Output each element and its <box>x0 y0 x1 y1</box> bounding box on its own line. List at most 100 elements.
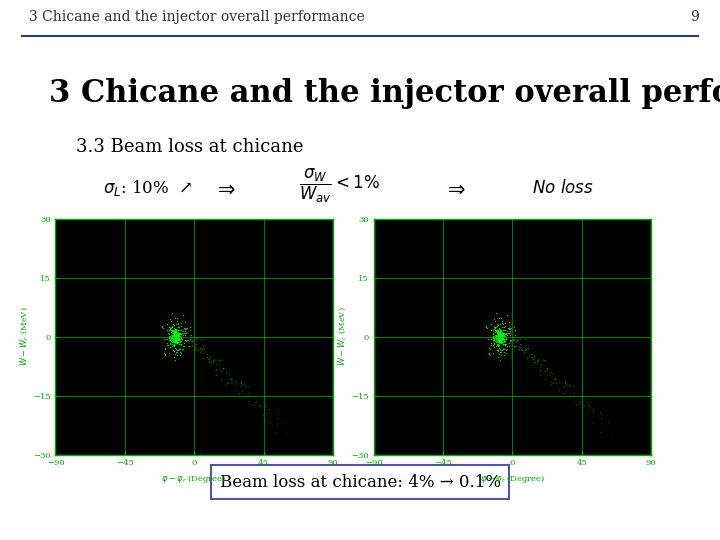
Point <box>492 334 504 343</box>
Y-axis label: $W-W_r$ (MeV): $W-W_r$ (MeV) <box>336 307 348 367</box>
Point <box>503 318 515 326</box>
Point <box>494 332 505 341</box>
Point <box>493 329 505 338</box>
Point <box>181 336 192 345</box>
Point <box>169 343 181 352</box>
Point <box>564 381 575 390</box>
Point <box>171 330 183 339</box>
Point <box>504 329 516 338</box>
Point <box>168 335 180 343</box>
Point <box>169 334 181 342</box>
Point <box>490 338 502 347</box>
Point <box>171 333 182 341</box>
Point <box>495 331 507 340</box>
Point <box>171 332 182 341</box>
Point <box>176 326 188 335</box>
Point <box>171 331 183 340</box>
Point <box>551 375 562 384</box>
Point <box>168 333 179 342</box>
Point <box>495 327 506 335</box>
Point <box>249 399 261 407</box>
Point <box>495 332 506 340</box>
Point <box>495 333 506 341</box>
Point <box>588 409 599 418</box>
Point <box>494 329 505 338</box>
Point <box>245 392 256 401</box>
Point <box>582 410 593 419</box>
Point <box>493 332 505 340</box>
Point <box>495 330 506 339</box>
Point <box>495 333 506 341</box>
Point <box>168 347 180 355</box>
Point <box>170 327 181 336</box>
Point <box>497 326 508 334</box>
Point <box>167 341 179 350</box>
Point <box>168 330 180 339</box>
Point <box>170 333 181 341</box>
Point <box>492 333 504 342</box>
Point <box>171 333 182 341</box>
Point <box>178 328 189 337</box>
Point <box>493 332 505 341</box>
Point <box>264 409 275 418</box>
Point <box>271 414 283 422</box>
Point <box>493 334 505 342</box>
Point <box>491 336 503 345</box>
Point <box>171 333 183 342</box>
Point <box>168 336 180 345</box>
Point <box>171 333 182 342</box>
Point <box>168 331 179 340</box>
Point <box>491 340 503 348</box>
Point <box>170 334 181 342</box>
Point <box>495 333 507 342</box>
Point <box>180 336 192 345</box>
Point <box>171 330 183 339</box>
Point <box>172 333 184 341</box>
Point <box>494 335 505 343</box>
Point <box>171 331 182 340</box>
Point <box>492 335 503 343</box>
Point <box>156 323 167 332</box>
Point <box>235 376 247 385</box>
Point <box>173 336 184 345</box>
Point <box>501 330 513 339</box>
Point <box>159 343 171 352</box>
Point <box>498 333 509 342</box>
Point <box>494 333 505 341</box>
Point <box>171 327 182 335</box>
Point <box>537 356 549 364</box>
Point <box>498 336 510 345</box>
Point <box>169 333 181 341</box>
Point <box>197 345 208 354</box>
Point <box>169 314 181 323</box>
Point <box>494 333 505 341</box>
Point <box>500 333 511 341</box>
Point <box>494 332 505 341</box>
Point <box>495 332 506 341</box>
Point <box>492 328 504 336</box>
Point <box>494 332 505 341</box>
Point <box>167 346 179 355</box>
Point <box>495 331 507 340</box>
Point <box>499 330 510 339</box>
Point <box>562 380 574 388</box>
Point <box>493 335 505 343</box>
Point <box>499 332 510 340</box>
Point <box>163 333 174 341</box>
Point <box>534 367 546 375</box>
Point <box>558 389 570 398</box>
Point <box>163 329 174 338</box>
Point <box>494 333 505 342</box>
Point <box>171 333 183 341</box>
Point <box>493 333 505 341</box>
Point <box>494 328 505 337</box>
Point <box>503 325 515 334</box>
Point <box>577 400 589 408</box>
Point <box>171 332 182 341</box>
Point <box>179 326 191 335</box>
Point <box>495 332 506 340</box>
Point <box>243 397 255 406</box>
Point <box>170 329 181 338</box>
Point <box>487 334 499 343</box>
Point <box>171 332 182 340</box>
